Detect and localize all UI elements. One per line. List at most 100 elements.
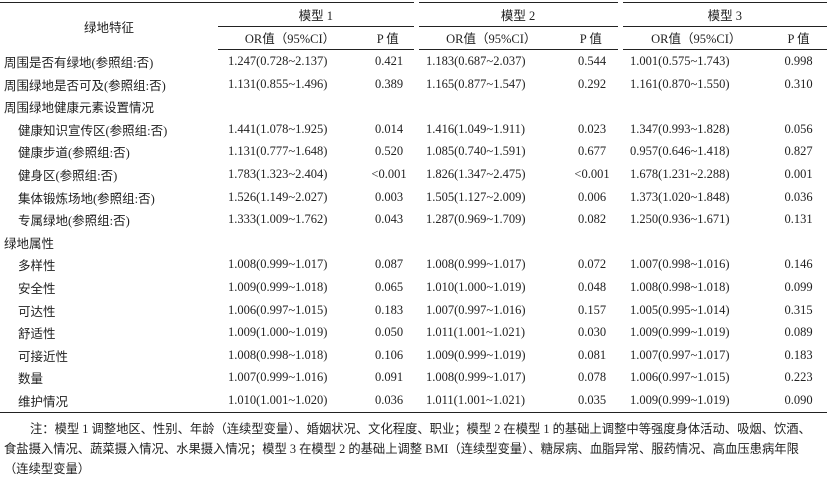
data-row: 可接近性 1.008(0.998~1.018) 0.106 1.009(0.999~1… <box>0 344 827 367</box>
row-label: 健康知识宣传区(参照组:否) <box>18 123 168 138</box>
data-row: 周围绿地是否可及(参照组:否) 1.131(0.855~1.496) 0.389 1.… <box>0 73 827 96</box>
row-label: 维护情况 <box>0 389 218 413</box>
or-cell: 1.131(0.855~1.496) <box>228 76 328 91</box>
data-row: 可达性 1.006(0.997~1.015) 0.183 1.007(0.997~1.… <box>0 299 827 322</box>
subheader-row: OR值（95%CI） P 值 OR值（95%CI） P 值 OR值（95%CI） P 值 <box>0 26 827 51</box>
p-cell: 0.106 <box>374 347 404 362</box>
or-cell: 1.373(1.020~1.848) <box>630 189 730 204</box>
p-cell: 0.023 <box>577 121 607 136</box>
p-cell: 0.065 <box>374 279 404 294</box>
or-header: OR值（95%CI） <box>218 26 362 51</box>
p-cell: 0.099 <box>784 279 813 294</box>
data-row: 集体锻炼场地(参照组:否) 1.526(1.149~2.027) 0.003 1.50… <box>0 186 827 209</box>
p-cell: 0.389 <box>374 76 404 91</box>
or-cell: 1.005(0.995~1.014) <box>630 302 730 317</box>
p-header: P 值 <box>770 26 827 51</box>
data-row: 多样性 1.008(0.999~1.017) 0.087 1.008(0.999~1.… <box>0 254 827 277</box>
p-cell: 0.183 <box>784 347 813 362</box>
or-cell: 1.011(1.001~1.021) <box>416 389 565 413</box>
or-cell: 1.287(0.969~1.709) <box>426 212 526 227</box>
or-cell: 1.416(1.049~1.911) <box>426 121 526 136</box>
p-cell: 0.183 <box>374 302 404 317</box>
or-cell: 1.347(0.993~1.828) <box>630 121 730 136</box>
p-cell: 0.072 <box>577 257 607 272</box>
or-cell: 1.183(0.687~2.037) <box>426 53 526 68</box>
table-body: 周围是否有绿地(参照组:否) 1.247(0.728~2.137) 0.421 1.1… <box>0 50 827 413</box>
p-cell: 0.081 <box>577 347 607 362</box>
or-cell: 1.008(0.999~1.017) <box>228 257 328 272</box>
or-cell: 1.009(0.999~1.018) <box>228 279 328 294</box>
p-cell: 0.223 <box>784 370 813 385</box>
section-row: 周围绿地健康元素设置情况 <box>0 95 827 118</box>
p-cell: 0.544 <box>577 53 607 68</box>
section-title: 周围绿地健康元素设置情况 <box>4 101 155 116</box>
p-cell: 0.036 <box>784 189 813 204</box>
or-cell: 1.006(0.997~1.015) <box>630 370 730 385</box>
row-label: 健康步道(参照组:否) <box>18 146 130 161</box>
data-row: 舒适性 1.009(1.000~1.019) 0.050 1.011(1.001~1.… <box>0 321 827 344</box>
p-cell: 0.091 <box>374 370 404 385</box>
p-cell: 0.006 <box>577 189 607 204</box>
data-row: 安全性 1.009(0.999~1.018) 0.065 1.010(1.000~1.… <box>0 276 827 299</box>
or-cell: 1.011(1.001~1.021) <box>426 325 526 340</box>
or-cell: 1.333(1.009~1.762) <box>228 212 328 227</box>
row-label: 可达性 <box>18 304 56 319</box>
or-cell: 1.526(1.149~2.027) <box>228 189 328 204</box>
row-label: 舒适性 <box>18 327 56 342</box>
p-cell: 0.001 <box>784 166 813 181</box>
or-cell: 1.783(1.323~2.404) <box>228 166 328 181</box>
p-cell: 0.056 <box>784 121 813 136</box>
p-cell: 0.090 <box>770 389 827 413</box>
p-cell: 0.087 <box>374 257 404 272</box>
data-row: 专属绿地(参照组:否) 1.333(1.009~1.762) 0.043 1.287(… <box>0 208 827 231</box>
or-cell: 1.008(0.999~1.017) <box>426 257 526 272</box>
data-row: 健身区(参照组:否) 1.783(1.323~2.404) <0.001 1.826(… <box>0 163 827 186</box>
row-label: 多样性 <box>18 259 56 274</box>
row-label: 可接近性 <box>18 349 69 364</box>
data-row: 维护情况 1.010(1.001~1.020) 0.036 1.011(1.001~1… <box>0 389 827 413</box>
or-cell: 1.001(0.575~1.743) <box>630 53 730 68</box>
row-label: 安全性 <box>18 281 56 296</box>
table-note: 注：模型 1 调整地区、性别、年龄（连续型变量）、婚姻状况、文化程度、职业；模型… <box>4 421 811 476</box>
p-cell: 0.089 <box>784 325 813 340</box>
or-cell: 0.957(0.646~1.418) <box>630 144 730 159</box>
or-cell: 1.085(0.740~1.591) <box>426 144 526 159</box>
or-cell: 1.165(0.877~1.547) <box>426 76 526 91</box>
p-header: P 值 <box>564 26 621 51</box>
p-cell: 0.827 <box>784 144 813 159</box>
or-cell: 1.009(0.999~1.019) <box>426 347 526 362</box>
or-cell: 1.006(0.997~1.015) <box>228 302 328 317</box>
p-cell: 0.315 <box>784 302 813 317</box>
or-cell: 1.441(1.078~1.925) <box>228 121 328 136</box>
or-cell: 1.161(0.870~1.550) <box>630 76 730 91</box>
or-cell: 1.008(0.998~1.018) <box>228 347 328 362</box>
model-header: 模型 2 <box>413 2 621 27</box>
or-cell: 1.678(1.231~2.288) <box>630 166 730 181</box>
row-label: 健身区(参照组:否) <box>18 168 118 183</box>
corner-header: 绿地特征 <box>0 1 218 50</box>
data-row: 周围是否有绿地(参照组:否) 1.247(0.728~2.137) 0.421 1.1… <box>0 50 827 73</box>
p-cell: 0.048 <box>577 279 607 294</box>
data-row: 数量 1.007(0.999~1.016) 0.091 1.008(0.999~1.0… <box>0 367 827 390</box>
p-cell: 0.050 <box>374 325 404 340</box>
p-cell: 0.421 <box>374 53 404 68</box>
or-cell: 1.007(0.999~1.016) <box>228 370 328 385</box>
p-cell: 0.292 <box>577 76 607 91</box>
or-cell: 1.505(1.127~2.009) <box>426 189 526 204</box>
p-cell: 0.078 <box>577 370 607 385</box>
p-cell: 0.146 <box>784 257 813 272</box>
p-cell: 0.310 <box>784 76 813 91</box>
p-cell: 0.520 <box>374 144 404 159</box>
section-title: 绿地属性 <box>4 236 55 251</box>
model-header: 模型 3 <box>617 2 827 27</box>
p-cell: <0.001 <box>574 166 610 181</box>
p-cell: 0.014 <box>374 121 404 136</box>
or-cell: 1.008(0.999~1.017) <box>426 370 526 385</box>
row-label: 周围绿地是否可及(参照组:否) <box>4 78 166 93</box>
or-cell: 1.007(0.997~1.016) <box>426 302 526 317</box>
or-header: OR值（95%CI） <box>617 26 771 51</box>
row-label: 集体锻炼场地(参照组:否) <box>18 191 155 206</box>
or-header: OR值（95%CI） <box>413 26 565 51</box>
p-cell: 0.036 <box>362 389 417 413</box>
